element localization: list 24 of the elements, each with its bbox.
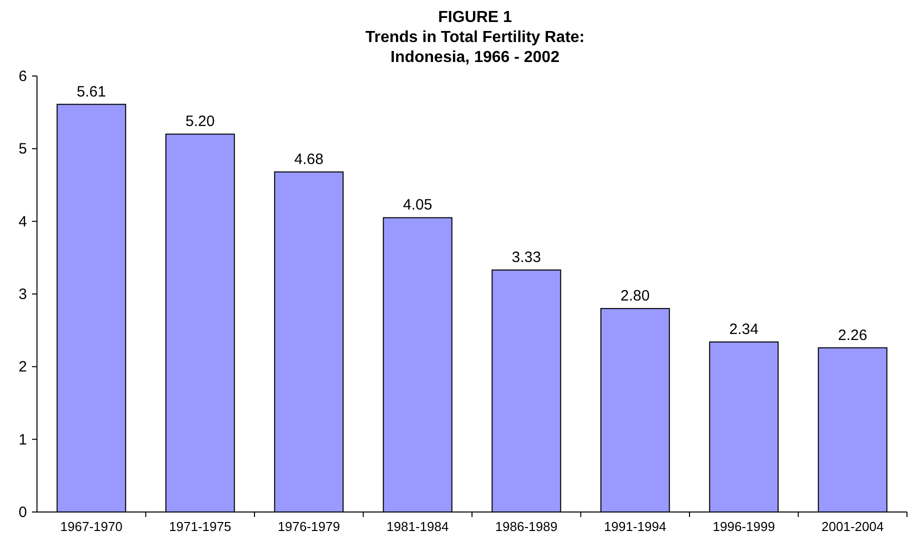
- y-tick-label: 6: [18, 68, 27, 85]
- x-tick-label: 1981-1984: [386, 519, 449, 534]
- y-tick-label: 3: [18, 286, 27, 303]
- y-tick-label: 1: [18, 431, 27, 448]
- x-tick-label: 1991-1994: [604, 519, 666, 534]
- data-label: 2.80: [620, 288, 650, 305]
- y-tick-label: 5: [18, 140, 27, 158]
- data-label: 2.26: [838, 326, 868, 344]
- data-label: 4.05: [403, 196, 432, 214]
- data-label: 4.68: [294, 150, 324, 168]
- data-label: 2.34: [729, 320, 758, 338]
- x-tick-label: 2001-2004: [822, 519, 884, 534]
- y-tick-label: 4: [18, 213, 27, 230]
- x-tick-label: 1971-1975: [169, 519, 232, 534]
- x-tick-label: 1967-1970: [60, 519, 122, 534]
- chart-title: FIGURE 1 Trends in Total Fertility Rate: Indonesia, 1966 - 2002: [365, 9, 585, 66]
- x-tick-label: 1996-1999: [712, 519, 775, 534]
- y-tick-label: 0: [18, 504, 27, 521]
- x-tick-label: 1976-1979: [278, 519, 340, 534]
- data-label: 3.33: [512, 249, 541, 266]
- data-label: 5.61: [76, 83, 106, 100]
- data-label: 5.20: [186, 113, 215, 130]
- x-tick-label: 1986-1989: [495, 519, 558, 534]
- y-tick-label: 2: [18, 358, 27, 376]
